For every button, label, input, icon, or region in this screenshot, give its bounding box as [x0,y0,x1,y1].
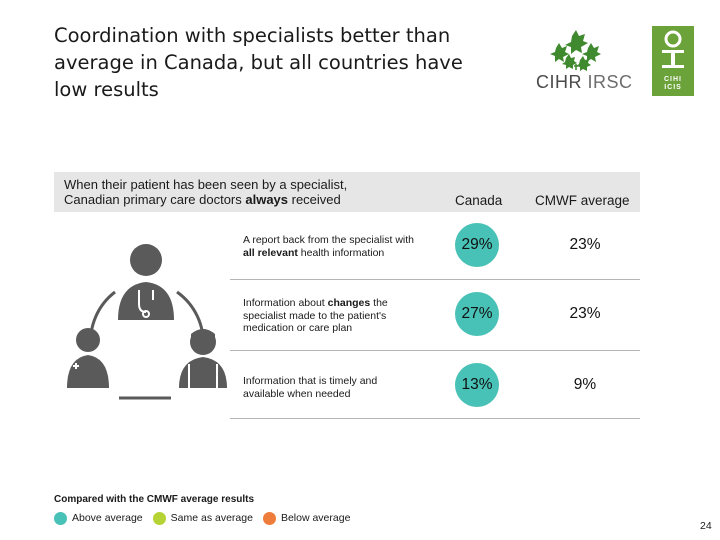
table-header-band [54,172,640,212]
cihr-wordmark: CIHR IRSC [536,72,633,93]
table-intro-line-2: Canadian primary care doctors always rec… [64,192,347,207]
row-label-report: A report back from the specialist with a… [243,234,418,259]
cmwf-value: 9% [573,376,597,393]
row-label-text: Information about [243,297,328,309]
row-divider [230,279,640,280]
row-label-changes: Information about changes the specialist… [243,297,418,335]
legend-label: Above average [72,512,143,524]
legend-title: Compared with the CMWF average results [54,494,255,505]
row-label-text: Information that is timely and available… [243,375,378,400]
cmwf-value: 23% [569,236,601,253]
legend-swatch-below [262,511,276,525]
canada-value-circle: 13% [455,363,499,407]
column-header-cmwf: CMWF average [535,193,630,208]
column-header-canada: Canada [455,193,503,208]
legend-label: Same as average [170,512,253,524]
irsc-name: IRSC [587,72,633,92]
cihi-i-logo-icon [662,30,684,68]
intro-suffix: received [288,192,341,207]
cihi-line-en: CIHI [664,76,682,83]
legend-item-above: Above average [54,511,143,525]
row-label-bold: all relevant [243,246,298,259]
cihi-logo [652,26,694,96]
intro-bold: always [245,192,289,207]
legend-swatch-above [54,511,67,525]
cmwf-value: 23% [569,305,601,322]
row-divider [230,350,640,351]
row-label-text: A report back from the specialist with [243,234,414,246]
care-team-illustration-icon [67,244,227,400]
legend-swatch-same [152,511,166,525]
slide-title: Coordination with specialists better tha… [54,24,463,101]
legend-label: Below average [280,512,351,524]
legend: Above average Same as average Below aver… [54,511,360,525]
row-label-text: health information [297,246,385,259]
table-intro-line-1: When their patient has been seen by a sp… [64,177,348,192]
legend-item-same: Same as average [152,511,253,525]
row-label-text: the specialist made to the patient's med… [243,297,388,334]
maple-leaf-cluster-icon [550,30,601,71]
canada-value-circle: 27% [455,292,499,336]
intro-prefix: Canadian primary care doctors [64,192,246,207]
cihi-text: CIHI ICIS [652,76,694,92]
cihi-line-fr: ICIS [664,84,682,91]
canada-value-circle: 29% [455,223,499,267]
row-label-timely: Information that is timely and available… [243,375,418,400]
legend-item-below: Below average [262,511,351,525]
table-intro-text: When their patient has been seen by a sp… [64,177,347,207]
page-number: 24 [700,520,712,532]
row-label-bold: changes [327,297,371,309]
row-divider [230,418,640,419]
cihr-name: CIHR [536,72,582,92]
